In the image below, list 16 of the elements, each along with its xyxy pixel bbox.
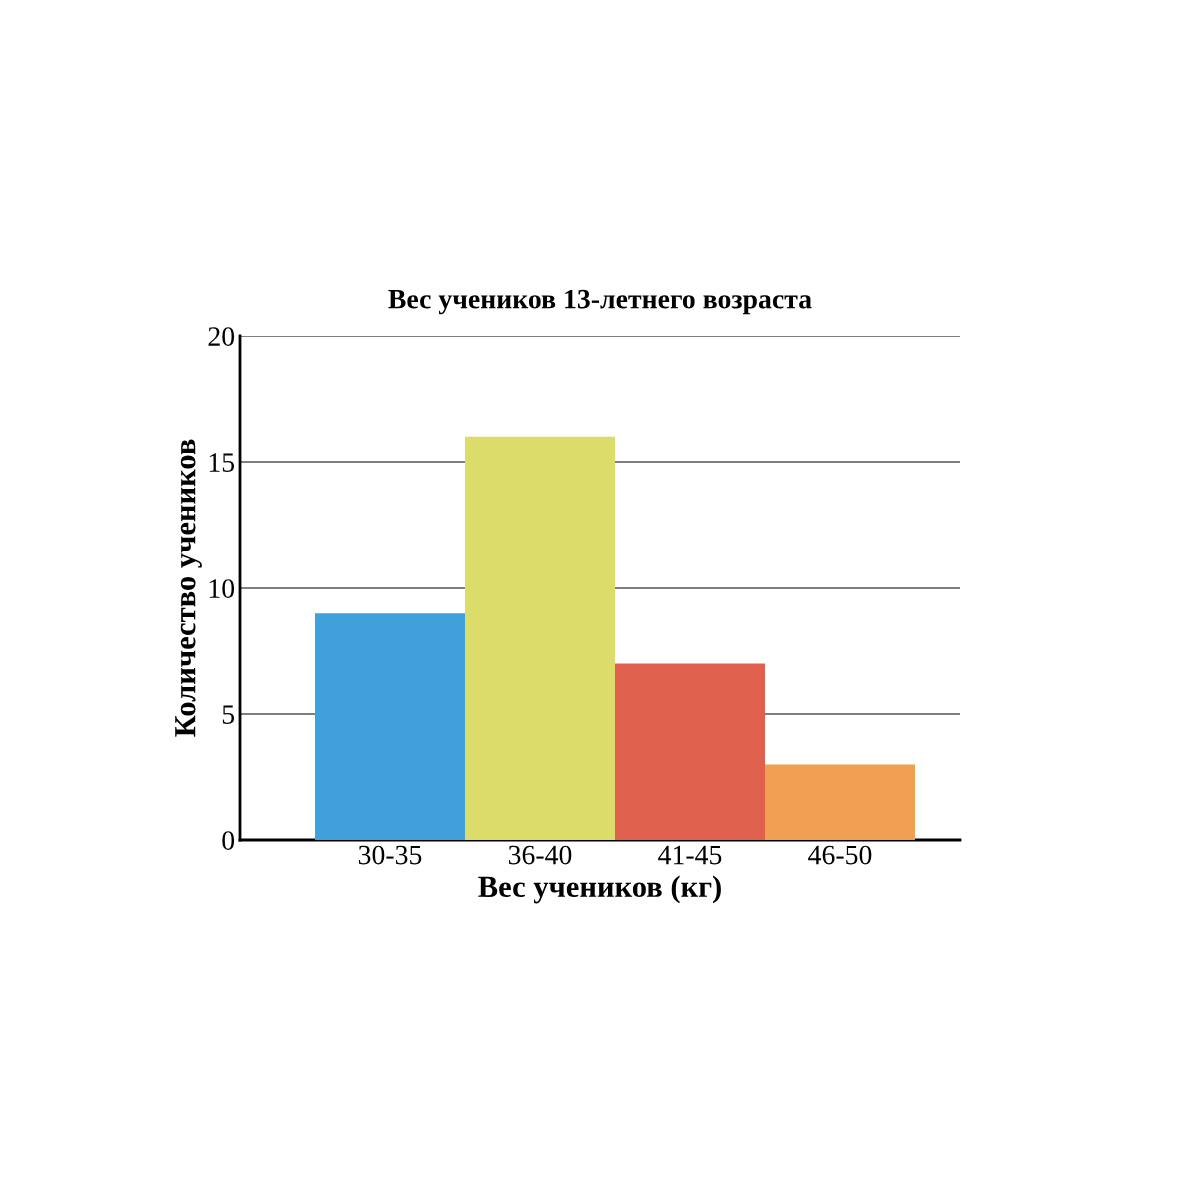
- y-tick-label: 0: [222, 831, 235, 850]
- x-axis-title: Вес учеников (кг): [478, 875, 721, 904]
- chart-title: Вес учеников 13-летнего возраста: [388, 289, 812, 315]
- y-tick-label: 5: [222, 705, 235, 724]
- bar: [465, 436, 615, 840]
- x-tick-label: 36-40: [508, 845, 572, 865]
- y-tick-label: 15: [209, 453, 235, 472]
- y-tick-label: 20: [208, 327, 235, 346]
- x-tick-label: 41-45: [658, 845, 722, 865]
- bar: [765, 764, 915, 840]
- x-tick-label: 30-35: [358, 845, 422, 865]
- y-tick-label: 10: [209, 579, 235, 598]
- bar: [615, 663, 765, 840]
- y-axis-title: Количество учеников: [175, 439, 202, 737]
- x-tick-label: 46-50: [808, 845, 872, 865]
- bar: [315, 613, 465, 840]
